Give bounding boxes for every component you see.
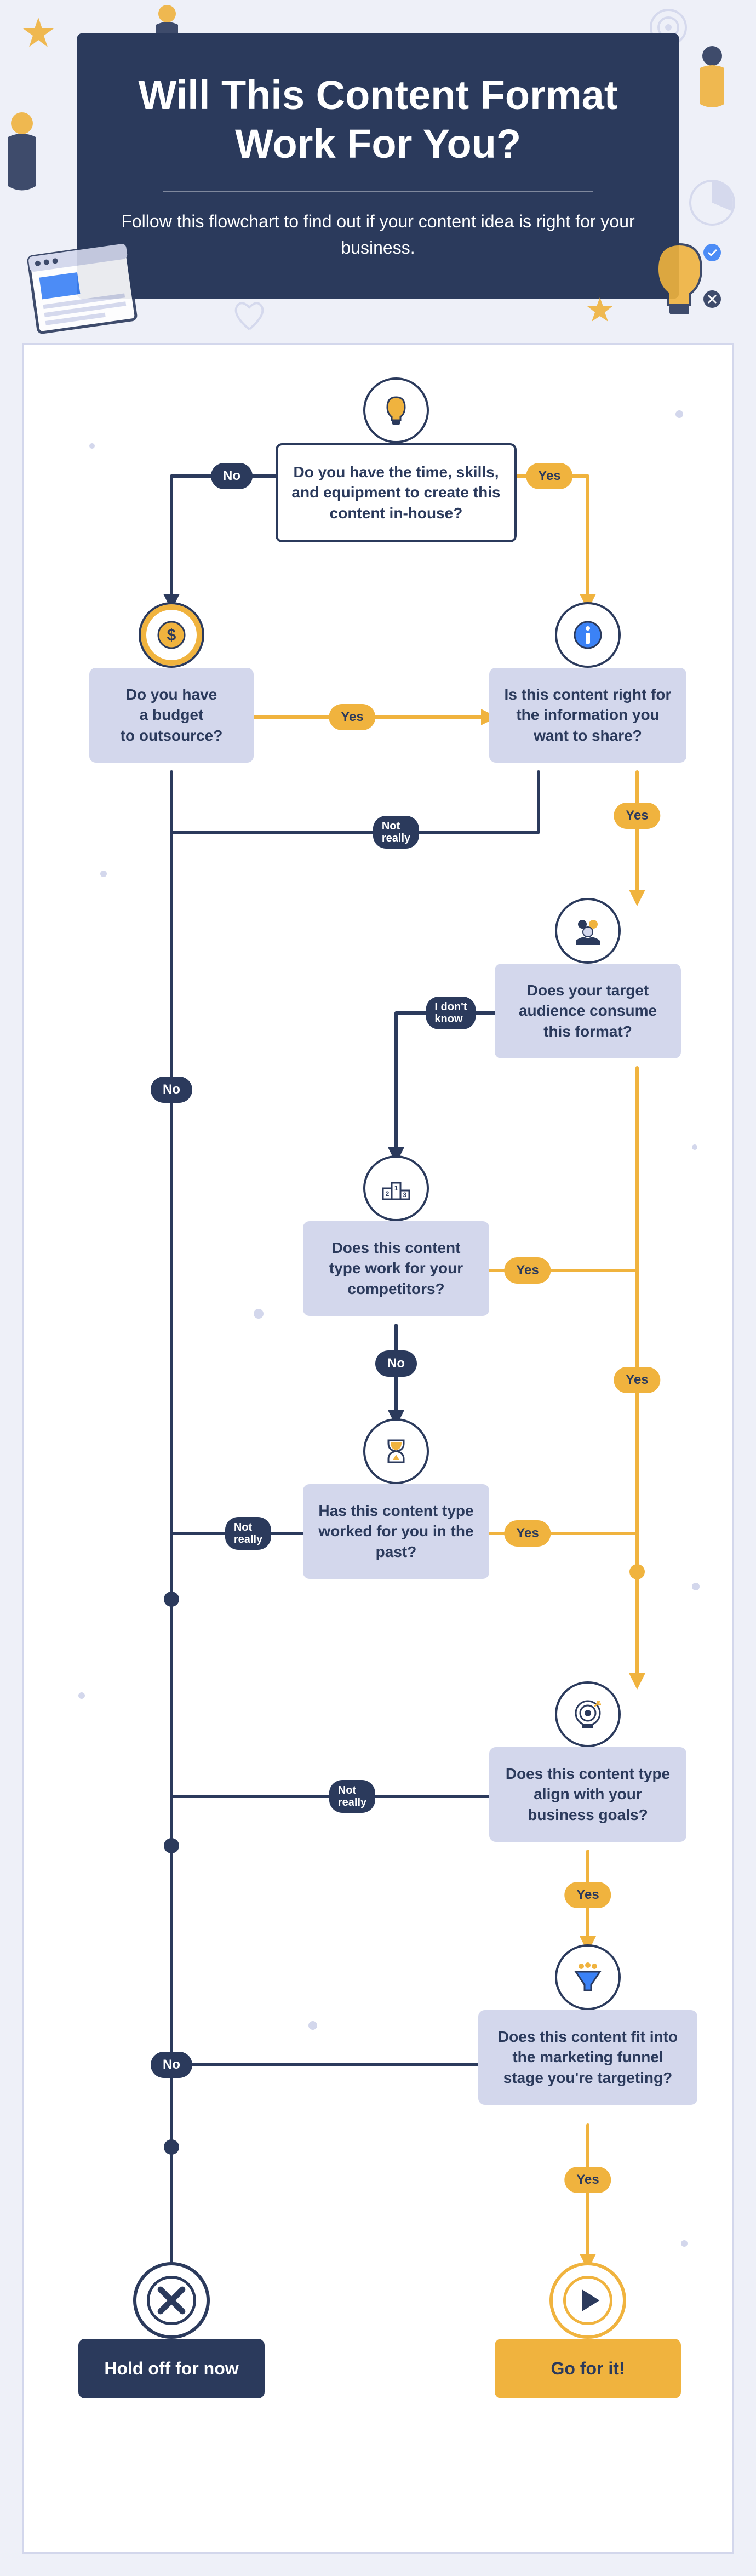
bg-dot [681, 2240, 688, 2247]
person-deco-icon [0, 110, 55, 208]
edge-label-e10: No [375, 1350, 417, 1377]
star-deco-icon [22, 16, 55, 49]
bg-dot [692, 1583, 700, 1590]
flowchart-canvas: Do you have the time, skills, and equipm… [45, 377, 736, 2487]
bg-dot [89, 443, 95, 449]
target-icon [555, 1681, 621, 1747]
flowchart-section: Do you have the time, skills, and equipm… [22, 343, 734, 2554]
question-q2: Do you havea budgetto outsource? [89, 668, 254, 763]
edge-label-e8: Yes [614, 1367, 660, 1393]
bulb-icon [363, 377, 429, 443]
bg-dot [254, 1309, 264, 1319]
edge-label-e9: Yes [504, 1257, 551, 1284]
subtitle: Follow this flowchart to find out if you… [110, 208, 646, 261]
podium-icon: 12 3 [363, 1155, 429, 1221]
bg-dot [308, 2021, 317, 2030]
heart-deco-icon [230, 299, 268, 332]
edge-label-e3: Yes [329, 704, 375, 730]
play-icon [549, 2262, 626, 2339]
bg-dot [692, 1144, 697, 1150]
browser-deco-icon [22, 237, 142, 339]
people-icon [555, 898, 621, 964]
title-card: Will This Content Format Work For You? F… [77, 33, 679, 299]
lightbulb-deco-icon [635, 233, 723, 321]
question-q5: Does this content type work for your com… [303, 1221, 489, 1316]
question-q1: Do you have the time, skills, and equipm… [276, 443, 517, 542]
svg-text:$: $ [167, 626, 176, 644]
question-q6: Has this content type worked for you in … [303, 1484, 489, 1579]
title-divider [163, 191, 593, 192]
terminal-t_yes: Go for it! [495, 2339, 681, 2398]
star-deco-icon [586, 296, 614, 324]
svg-text:3: 3 [403, 1191, 407, 1199]
edge-label-e5: Yes [614, 803, 660, 829]
edge-label-e6: Notreally [373, 816, 419, 849]
edge-label-e16: No [151, 2052, 192, 2078]
edge-label-e2: Yes [526, 463, 572, 489]
edge-label-e11: Yes [504, 1520, 551, 1547]
question-q7: Does this content type align with your b… [489, 1747, 686, 1842]
edge-label-e14: Notreally [329, 1780, 375, 1813]
bg-dot [675, 410, 683, 418]
main-title: Will This Content Format Work For You? [110, 71, 646, 169]
header-section: Will This Content Format Work For You? F… [0, 0, 756, 343]
edge-label-e13: Yes [564, 1882, 611, 1908]
bg-dot [78, 1692, 85, 1699]
bg-dot [100, 871, 107, 877]
dollar-icon: $ [139, 602, 204, 668]
question-q3: Is this content right for the informatio… [489, 668, 686, 763]
edge-label-e4: No [151, 1077, 192, 1103]
edge-label-e12: Notreally [225, 1517, 271, 1550]
question-q8: Does this content fit into the marketing… [478, 2010, 697, 2105]
x-icon [133, 2262, 210, 2339]
person-deco-icon [685, 44, 740, 121]
question-q4: Does your target audience consume this f… [495, 964, 681, 1058]
funnel-icon [555, 1944, 621, 2010]
edge-label-e15: Yes [564, 2167, 611, 2193]
edge-label-e7: I don'tknow [426, 997, 476, 1029]
terminal-t_no: Hold off for now [78, 2339, 265, 2398]
piechart-deco-icon [685, 175, 740, 230]
info-icon [555, 602, 621, 668]
svg-text:1: 1 [394, 1184, 398, 1192]
svg-text:2: 2 [386, 1190, 390, 1198]
edge-label-e1: No [211, 463, 253, 489]
hourglass-icon [363, 1418, 429, 1484]
